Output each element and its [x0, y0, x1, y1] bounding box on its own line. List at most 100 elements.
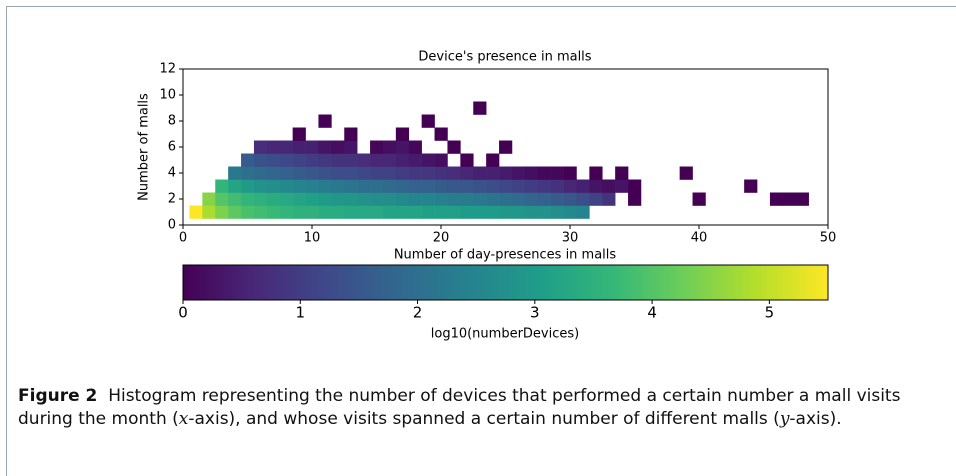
heatmap-cell — [628, 192, 642, 206]
heatmap-cell — [292, 140, 306, 154]
heatmap-cell — [550, 205, 564, 219]
heatmap-cell — [460, 205, 474, 219]
heatmap-cell — [292, 179, 306, 193]
heatmap-cell — [266, 166, 281, 180]
heatmap-cell — [486, 166, 500, 180]
heatmap-cell — [537, 166, 551, 180]
colorbar-tick-label: 1 — [295, 304, 305, 322]
heatmap-cell — [447, 166, 461, 180]
heatmap-cell — [589, 192, 603, 206]
heatmap-cell — [473, 205, 487, 219]
heatmap-cell — [550, 192, 564, 206]
heatmap-cell — [486, 192, 500, 206]
heatmap-cell — [318, 153, 332, 167]
x-tick-label: 40 — [691, 231, 708, 246]
heatmap-cell — [692, 192, 706, 206]
heatmap-cell — [511, 205, 526, 219]
colorbar-tick-label: 2 — [413, 304, 423, 322]
heatmap-cell — [434, 179, 448, 193]
colorbar-tick-label: 5 — [765, 304, 775, 322]
colorbar-tick-label: 0 — [178, 304, 188, 322]
heatmap-cell — [447, 205, 461, 219]
heatmap-cell — [253, 166, 268, 180]
heatmap-cell — [408, 166, 422, 180]
heatmap-cell — [473, 101, 487, 115]
heatmap-cell — [241, 166, 255, 180]
heatmap-cell — [189, 205, 203, 219]
heatmap-cell — [357, 166, 371, 180]
heatmap-cell — [408, 153, 422, 167]
heatmap-cell — [395, 192, 410, 206]
heatmap-cell — [434, 127, 448, 141]
heatmap-cell — [253, 179, 268, 193]
heatmap-cell — [395, 127, 410, 141]
heatmap-cell — [253, 205, 268, 219]
heatmap-cell — [215, 192, 229, 206]
colorbar — [182, 264, 829, 301]
heatmap-cell — [434, 192, 448, 206]
heatmap-cell — [357, 192, 371, 206]
heatmap-cell — [395, 205, 410, 219]
heatmap-cell — [228, 166, 242, 180]
caption-text: Histogram representing the number of dev… — [18, 386, 901, 429]
heatmap-cell — [524, 192, 539, 206]
heatmap-cell — [408, 192, 422, 206]
heatmap-cell — [292, 192, 306, 206]
chart: Device's presence in malls Number of day… — [137, 50, 837, 342]
heatmap-cell — [344, 127, 358, 141]
heatmap-cell — [279, 140, 293, 154]
heatmap-cell — [241, 205, 255, 219]
heatmap-cell — [331, 179, 345, 193]
heatmap-cell — [589, 179, 603, 193]
heatmap-cell — [447, 192, 461, 206]
heatmap-cell — [382, 192, 397, 206]
heatmap-cell — [421, 114, 435, 128]
heatmap-cell — [421, 166, 435, 180]
heatmap-cell — [744, 179, 758, 193]
heatmap-cell — [344, 153, 358, 167]
heatmap-cell — [550, 179, 564, 193]
heatmap-cell — [266, 205, 281, 219]
heatmap-cell — [382, 140, 397, 154]
heatmap-cell — [524, 205, 539, 219]
heatmap-cell — [382, 205, 397, 219]
heatmap-cell — [279, 179, 293, 193]
figure-frame — [6, 6, 956, 476]
heatmap-cell — [563, 205, 577, 219]
heatmap-cell — [499, 140, 513, 154]
heatmap-cell — [421, 153, 435, 167]
y-tick-label: 0 — [168, 218, 176, 233]
colorbar-label: log10(numberDevices) — [431, 327, 579, 342]
colorbar-tick-label: 3 — [530, 304, 540, 322]
heatmap-cell — [563, 179, 577, 193]
y-axis-label: Number of malls — [137, 93, 152, 201]
heatmap-cell — [305, 205, 319, 219]
heatmap-cell — [486, 205, 500, 219]
heatmap-cell — [318, 192, 332, 206]
heatmap-cell — [331, 192, 345, 206]
heatmap-cell — [537, 179, 551, 193]
heatmap-cell — [382, 179, 397, 193]
y-tick-label: 12 — [159, 62, 176, 77]
y-tick-label: 2 — [168, 192, 176, 207]
heatmap-cell — [331, 140, 345, 154]
heatmap-cell — [499, 166, 513, 180]
heatmap-cell — [241, 192, 255, 206]
heatmap-cell — [202, 205, 216, 219]
heatmap-cell — [563, 166, 577, 180]
heatmap-cell — [421, 205, 435, 219]
heatmap-cell — [460, 179, 474, 193]
heatmap-cell — [370, 153, 384, 167]
heatmap-cell — [434, 166, 448, 180]
heatmap-cell — [460, 153, 474, 167]
heatmap-cell — [499, 205, 513, 219]
heatmap-cell — [279, 166, 293, 180]
caption-var: x — [178, 409, 189, 429]
heatmap-cell — [576, 205, 590, 219]
heatmap-cell — [524, 179, 539, 193]
heatmap-cell — [370, 140, 384, 154]
heatmap-cell — [228, 192, 242, 206]
heatmap-cell — [305, 166, 319, 180]
heatmap-cell — [253, 153, 268, 167]
heatmap-cell — [266, 153, 281, 167]
